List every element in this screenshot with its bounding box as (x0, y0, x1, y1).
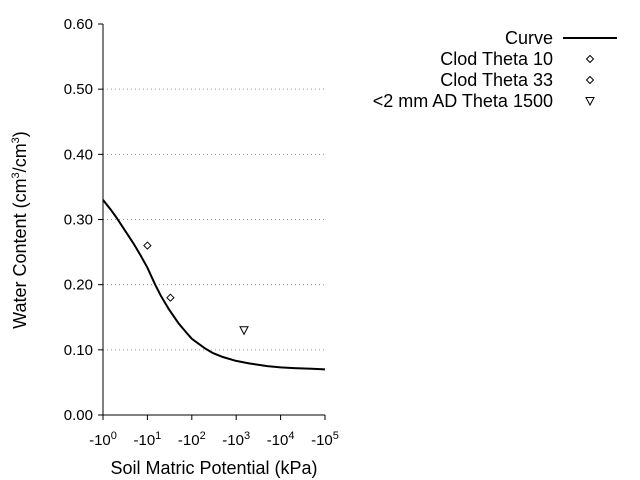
legend-diamond-marker (585, 75, 595, 85)
x-tick-label: -101 (133, 430, 161, 449)
x-tick-label: -100 (89, 430, 117, 449)
curve-line (102, 199, 326, 371)
legend-diamond-marker (585, 54, 595, 64)
x-tick-label: -105 (311, 430, 339, 449)
legend-triangle-marker (585, 97, 595, 107)
y-axis-label: Water Content (cm3/cm3) (10, 131, 30, 329)
y-tick-labels: 0.00 0.10 0.20 0.30 0.40 0.50 0.60 (64, 16, 93, 424)
legend-entry-label: Curve (505, 28, 553, 48)
legend-entry-label: <2 mm AD Theta 1500 (373, 91, 553, 111)
diamond-marker (143, 241, 152, 250)
legend-entry-label: Clod Theta 10 (440, 49, 553, 69)
y-tick-label: 0.10 (64, 342, 93, 359)
diamond-marker (166, 293, 175, 302)
y-tick-label: 0.40 (64, 146, 93, 163)
y-tick-label: 0.00 (64, 407, 93, 424)
grid-lines (103, 88, 325, 351)
axes (98, 23, 326, 420)
x-axis-label: Soil Matric Potential (kPa) (110, 458, 317, 478)
x-tick-label: -102 (178, 430, 206, 449)
x-tick-labels: -100 -101 -102 -103 -104 -105 (89, 430, 339, 449)
x-tick-label: -103 (222, 430, 250, 449)
triangle-marker (239, 326, 249, 336)
y-tick-label: 0.60 (64, 16, 93, 33)
y-tick-label: 0.30 (64, 212, 93, 229)
x-tick-label: -104 (267, 430, 295, 449)
y-tick-label: 0.50 (64, 81, 93, 98)
y-tick-label: 0.20 (64, 277, 93, 294)
series-group (102, 199, 326, 371)
legend-entry-label: Clod Theta 33 (440, 70, 553, 90)
